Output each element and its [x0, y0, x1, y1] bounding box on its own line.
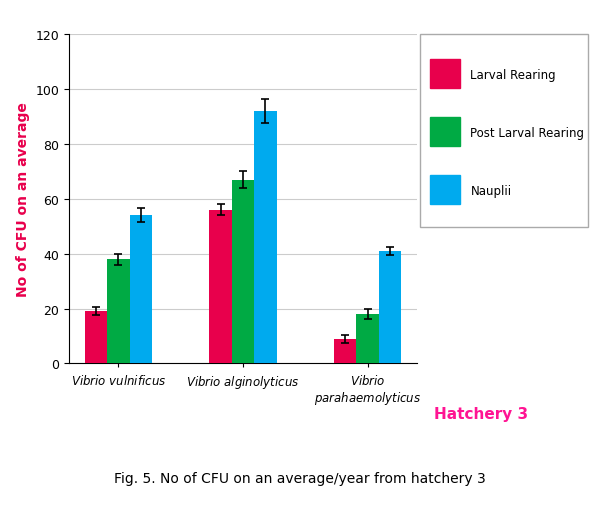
Bar — [232, 180, 254, 364]
Bar — [85, 312, 107, 364]
Text: Post Larval Rearing: Post Larval Rearing — [470, 127, 584, 140]
Text: Nauplii: Nauplii — [470, 184, 512, 197]
Bar — [334, 339, 356, 364]
Bar — [430, 60, 460, 89]
Text: Fig. 5. No of CFU on an average/year from hatchery 3: Fig. 5. No of CFU on an average/year fro… — [114, 471, 486, 485]
Bar — [254, 112, 277, 364]
Bar — [107, 260, 130, 364]
Bar — [379, 251, 401, 364]
Text: Larval Rearing: Larval Rearing — [470, 69, 556, 82]
FancyBboxPatch shape — [420, 35, 588, 227]
Bar — [430, 118, 460, 146]
Bar — [130, 216, 152, 364]
Text: Hatchery 3: Hatchery 3 — [434, 407, 528, 422]
Bar — [209, 211, 232, 364]
Bar — [430, 175, 460, 204]
Bar — [356, 314, 379, 364]
Y-axis label: No of CFU on an average: No of CFU on an average — [16, 102, 30, 297]
